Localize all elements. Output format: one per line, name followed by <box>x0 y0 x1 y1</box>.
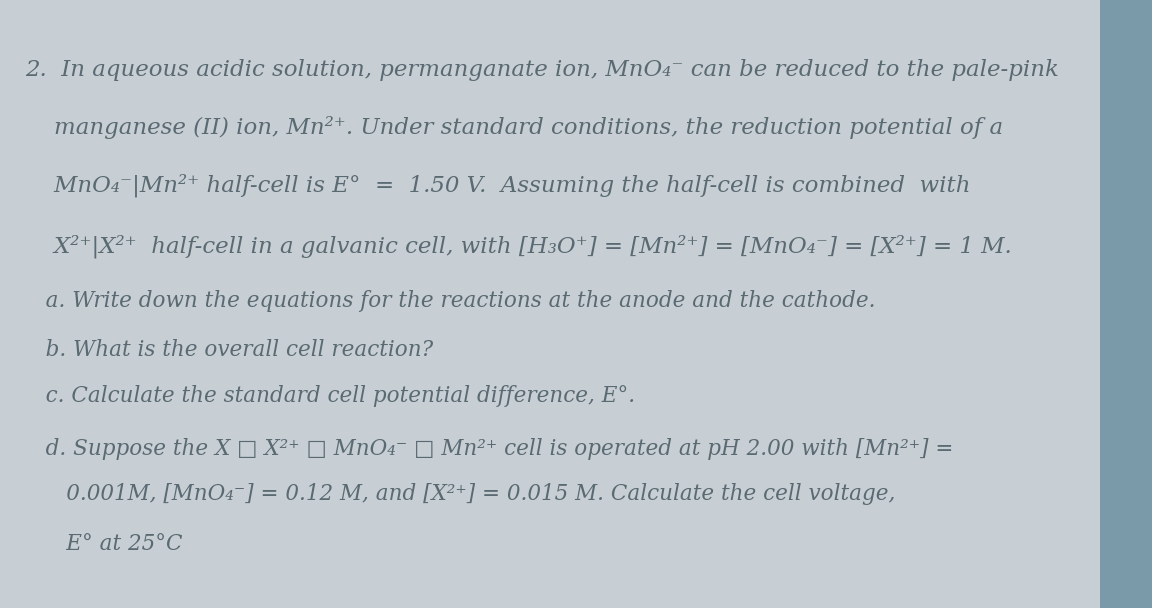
Text: a. Write down the equations for the reactions at the anode and the cathode.: a. Write down the equations for the reac… <box>25 290 876 312</box>
Text: 2.  In aqueous acidic solution, permanganate ion, MnO₄⁻ can be reduced to the pa: 2. In aqueous acidic solution, permangan… <box>25 59 1059 81</box>
Text: b. What is the overall cell reaction?: b. What is the overall cell reaction? <box>25 339 433 361</box>
Text: X²⁺|X²⁺  half-cell in a galvanic cell, with [H₃O⁺] = [Mn²⁺] = [MnO₄⁻] = [X²⁺] = : X²⁺|X²⁺ half-cell in a galvanic cell, wi… <box>25 235 1013 258</box>
Text: d. Suppose the X □ X²⁺ □ MnO₄⁻ □ Mn²⁺ cell is operated at pH 2.00 with [Mn²⁺] =: d. Suppose the X □ X²⁺ □ MnO₄⁻ □ Mn²⁺ ce… <box>25 438 954 460</box>
Text: manganese (II) ion, Mn²⁺. Under standard conditions, the reduction potential of : manganese (II) ion, Mn²⁺. Under standard… <box>25 116 1003 139</box>
Text: 0.001M, [MnO₄⁻] = 0.12 M, and [X²⁺] = 0.015 M. Calculate the cell voltage,: 0.001M, [MnO₄⁻] = 0.12 M, and [X²⁺] = 0.… <box>25 483 896 505</box>
Text: E° at 25°C: E° at 25°C <box>25 533 183 555</box>
Text: MnO₄⁻|Mn²⁺ half-cell is E°  =  1.50 V.  Assuming the half-cell is combined  with: MnO₄⁻|Mn²⁺ half-cell is E° = 1.50 V. Ass… <box>25 174 971 197</box>
Text: c. Calculate the standard cell potential difference, E°.: c. Calculate the standard cell potential… <box>25 385 636 407</box>
